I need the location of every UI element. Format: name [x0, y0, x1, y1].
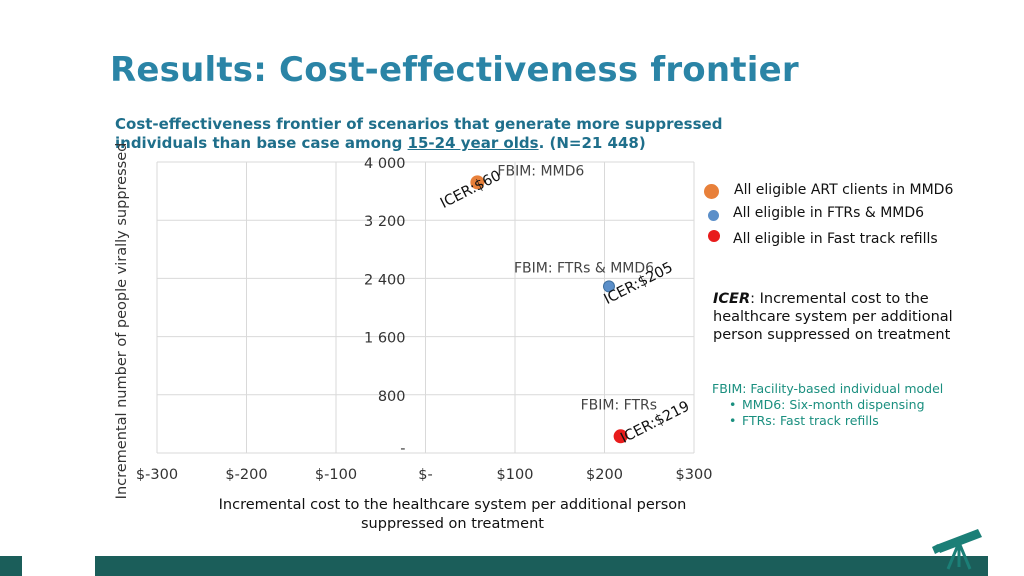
- icer-label-0: ICER:$60: [438, 168, 504, 212]
- subtitle-count: . (N=21 448): [538, 134, 646, 152]
- point-label-1: FBIM: FTRs & MMD6: [514, 260, 654, 276]
- y-tick-label-0: -: [400, 441, 405, 457]
- abbreviation-notes: FBIM: Facility-based individual model MM…: [712, 381, 1002, 429]
- legend-label-mmd6: All eligible ART clients in MMD6: [734, 182, 954, 198]
- legend-marker-ftrs: [708, 230, 720, 242]
- icer-definition: ICER: Incremental cost to the healthcare…: [713, 290, 1003, 344]
- subtitle-text: Cost-effectiveness frontier of scenarios…: [115, 115, 723, 152]
- y-tick-label-5: 4 000: [364, 156, 406, 172]
- notes-list: MMD6: Six-month dispensing FTRs: Fast tr…: [712, 397, 1002, 429]
- x-axis-title: Incremental cost to the healthcare syste…: [218, 497, 687, 532]
- footer-bar-left: [0, 556, 22, 576]
- y-tick-label-4: 3 200: [364, 214, 406, 230]
- telescope-icon: [932, 529, 982, 570]
- point-label-2: FBIM: FTRs: [581, 397, 657, 413]
- y-tick-label-2: 1 600: [364, 331, 406, 347]
- legend-marker-ftrs-mmd6: [708, 210, 719, 221]
- chart-subtitle: Cost-effectiveness frontier of scenarios…: [115, 115, 755, 153]
- slide-title: Results: Cost-effectiveness frontier: [110, 50, 799, 90]
- legend-label-ftrs-mmd6: All eligible in FTRs & MMD6: [733, 205, 925, 221]
- legend-marker-mmd6: [704, 184, 719, 199]
- icer-term: ICER: [713, 291, 751, 307]
- x-tick-label-0: $-300: [136, 467, 178, 483]
- x-tick-label-5: $200: [586, 467, 623, 483]
- point-label-0: FBIM: MMD6: [497, 163, 584, 179]
- notes-heading: FBIM: Facility-based individual model: [712, 381, 944, 396]
- x-tick-label-3: $-: [418, 467, 432, 483]
- icer-definition-text: : Incremental cost to the healthcare sys…: [713, 291, 953, 343]
- y-tick-label-1: 800: [378, 389, 406, 405]
- notes-item-mmd6: MMD6: Six-month dispensing: [729, 397, 1002, 413]
- y-axis-title-line1: Incremental number of people virally sup…: [114, 143, 130, 500]
- x-tick-label-6: $300: [676, 467, 713, 483]
- x-tick-label-4: $100: [497, 467, 534, 483]
- notes-item-ftrs: FTRs: Fast track refills: [729, 413, 1002, 429]
- data-point-2: [613, 429, 628, 444]
- x-tick-label-2: $-100: [315, 467, 357, 483]
- subtitle-age-group: 15-24 year olds: [407, 134, 539, 152]
- footer-bar: [95, 556, 988, 576]
- data-point-1: [602, 280, 615, 293]
- legend-label-ftrs: All eligible in Fast track refills: [733, 231, 938, 247]
- y-tick-label-3: 2 400: [364, 272, 406, 288]
- x-tick-label-1: $-200: [225, 467, 267, 483]
- data-point-0: [470, 175, 485, 190]
